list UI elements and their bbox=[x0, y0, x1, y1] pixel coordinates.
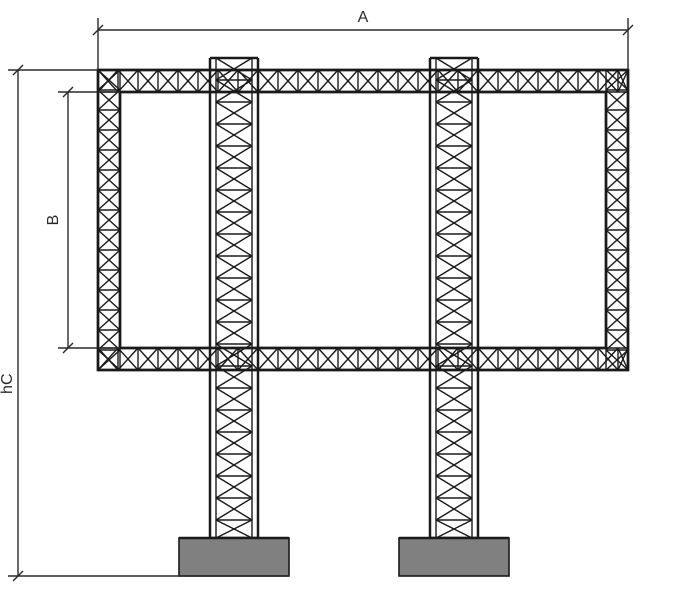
billboard-truss-diagram: A BhC bbox=[0, 0, 675, 596]
dimension-label-b: B bbox=[45, 215, 62, 226]
foundations bbox=[179, 538, 509, 576]
panel-frame bbox=[98, 70, 628, 370]
dimension-label-a: A bbox=[358, 9, 369, 26]
dimension-label-hc: hC bbox=[0, 373, 16, 393]
